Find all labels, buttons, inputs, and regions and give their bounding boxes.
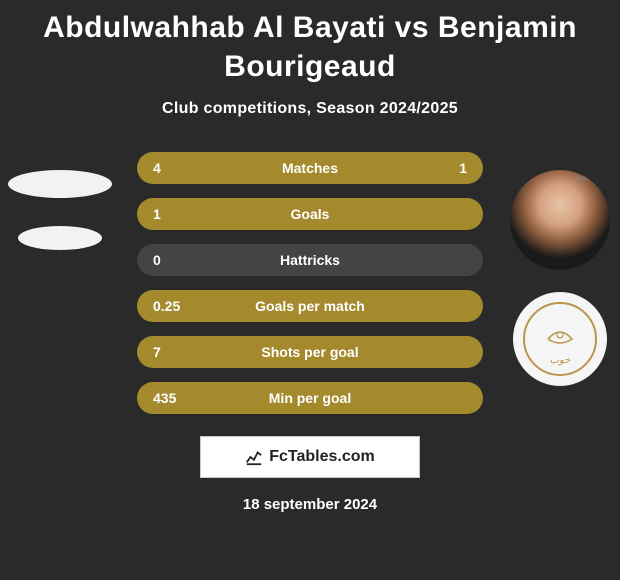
placeholder-oval-icon bbox=[8, 170, 112, 198]
source-badge[interactable]: FcTables.com bbox=[200, 436, 420, 478]
avatar-caption: fctables bbox=[575, 176, 596, 182]
stat-left-value: 4 bbox=[153, 160, 161, 176]
fctables-logo-icon bbox=[245, 448, 263, 466]
stat-label: Matches bbox=[137, 160, 483, 176]
stat-left-value: 435 bbox=[153, 390, 176, 406]
comparison-card: Abdulwahhab Al Bayati vs Benjamin Bourig… bbox=[0, 0, 620, 580]
stat-left-value: 0 bbox=[153, 252, 161, 268]
player-right-avatar: fctables خوب bbox=[510, 170, 610, 386]
source-brand: FcTables.com bbox=[269, 448, 375, 466]
stat-bar: 1Goals bbox=[137, 198, 483, 230]
stat-bar: 4Matches1 bbox=[137, 152, 483, 184]
stat-label: Hattricks bbox=[137, 252, 483, 268]
stat-label: Goals per match bbox=[137, 298, 483, 314]
stat-bar: 0.25Goals per match bbox=[137, 290, 483, 322]
stat-bar: 435Min per goal bbox=[137, 382, 483, 414]
stat-bar: 0Hattricks bbox=[137, 244, 483, 276]
club-crest-icon bbox=[540, 319, 580, 359]
stat-right-value: 1 bbox=[459, 160, 467, 176]
player-photo-icon: fctables bbox=[510, 170, 610, 270]
stat-left-value: 0.25 bbox=[153, 298, 180, 314]
player-left-avatar bbox=[8, 170, 112, 250]
stat-row: 435Min per goal bbox=[0, 382, 620, 414]
placeholder-oval-icon bbox=[18, 226, 102, 250]
stat-label: Shots per goal bbox=[137, 344, 483, 360]
subtitle: Club competitions, Season 2024/2025 bbox=[162, 100, 458, 118]
stat-left-value: 7 bbox=[153, 344, 161, 360]
stat-label: Goals bbox=[137, 206, 483, 222]
stat-bar: 7Shots per goal bbox=[137, 336, 483, 368]
date-label: 18 september 2024 bbox=[243, 496, 377, 513]
stat-left-value: 1 bbox=[153, 206, 161, 222]
stat-label: Min per goal bbox=[137, 390, 483, 406]
club-badge-icon: خوب bbox=[513, 292, 607, 386]
page-title: Abdulwahhab Al Bayati vs Benjamin Bourig… bbox=[0, 8, 620, 86]
